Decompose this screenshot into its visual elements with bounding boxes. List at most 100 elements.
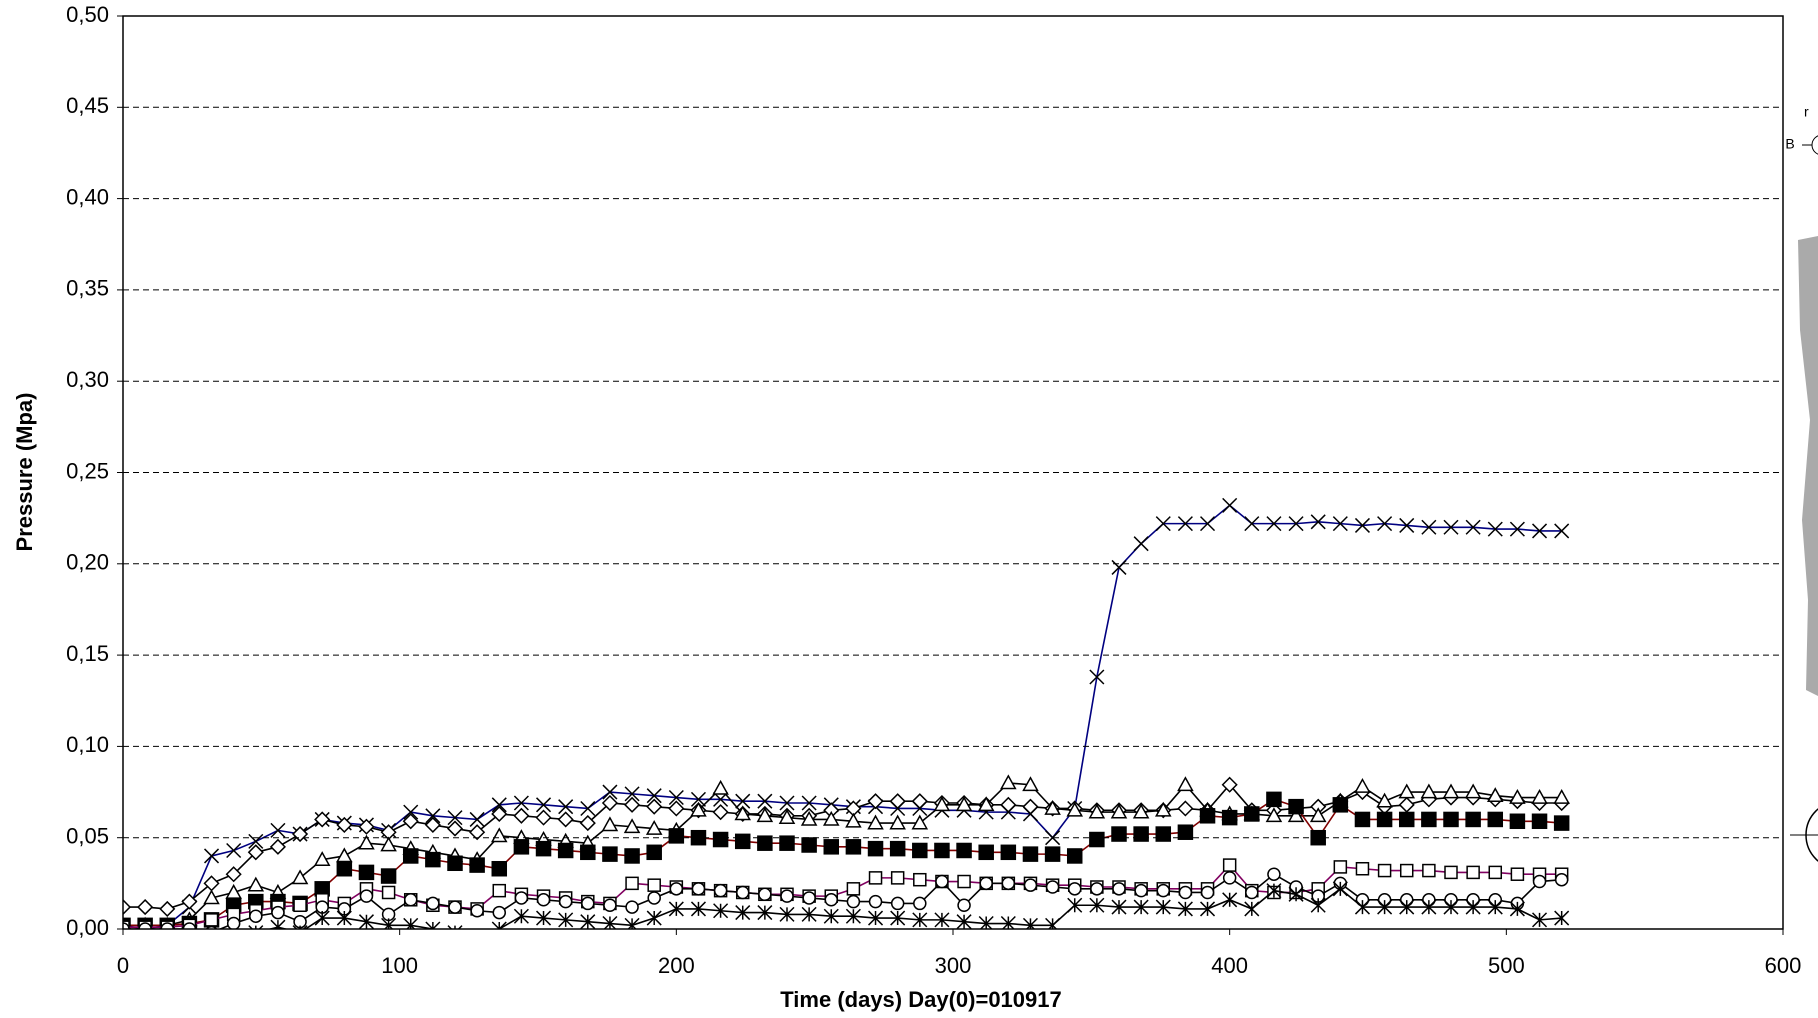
marker [1000, 915, 1016, 929]
marker [646, 844, 662, 861]
marker [558, 912, 574, 928]
marker [1265, 807, 1283, 823]
marker [603, 898, 617, 913]
marker [977, 796, 995, 812]
marker [447, 855, 463, 872]
x-tick-label: 600 [1765, 953, 1802, 978]
marker [1244, 806, 1260, 822]
marker [890, 871, 905, 885]
marker [513, 795, 529, 811]
marker [336, 860, 353, 877]
marker [668, 800, 685, 817]
marker [912, 842, 928, 859]
marker [1465, 519, 1481, 535]
marker [1178, 885, 1193, 900]
marker [624, 796, 641, 813]
marker [1554, 872, 1569, 887]
marker [1266, 883, 1282, 899]
marker [1089, 897, 1105, 913]
marker [491, 805, 508, 823]
marker [713, 883, 728, 898]
marker [1134, 883, 1148, 898]
marker [205, 937, 219, 951]
marker [558, 894, 573, 909]
marker [225, 883, 242, 899]
marker [492, 905, 507, 920]
marker [536, 893, 551, 907]
marker [513, 839, 530, 855]
marker [1066, 801, 1084, 817]
marker [978, 915, 994, 929]
marker [1444, 865, 1458, 880]
marker [1245, 885, 1259, 900]
marker [1267, 867, 1281, 881]
marker [1177, 824, 1194, 840]
marker [647, 878, 661, 892]
marker [1332, 881, 1348, 897]
marker [911, 793, 928, 810]
marker [1376, 792, 1393, 808]
marker [1421, 899, 1437, 915]
marker [868, 871, 883, 885]
annotation: r [1804, 104, 1809, 120]
marker [934, 842, 950, 859]
marker [779, 835, 795, 851]
marker [1132, 803, 1150, 819]
y-tick-label: 0,15 [66, 641, 109, 666]
marker [845, 839, 862, 855]
marker [204, 848, 220, 864]
marker [581, 896, 595, 911]
marker [1023, 878, 1038, 892]
marker [1244, 901, 1260, 917]
marker [1155, 826, 1172, 842]
marker [1487, 811, 1504, 828]
marker [1000, 774, 1017, 790]
side-small-circle [1811, 135, 1818, 155]
marker [359, 889, 374, 903]
marker [1531, 788, 1548, 804]
marker [734, 805, 752, 821]
marker [956, 842, 972, 859]
marker [602, 846, 618, 862]
marker [1553, 815, 1570, 831]
marker [123, 899, 132, 916]
marker [1377, 863, 1392, 878]
marker [801, 906, 817, 922]
marker [1510, 867, 1525, 881]
marker [1045, 830, 1061, 846]
marker [624, 848, 640, 864]
marker [1421, 519, 1437, 535]
marker [1090, 882, 1104, 896]
marker [625, 900, 639, 914]
marker [491, 921, 507, 929]
y-tick-label: 0,30 [66, 367, 109, 392]
marker [513, 908, 529, 924]
marker [868, 894, 883, 909]
y-tick-label: 0,50 [66, 2, 109, 27]
marker [1487, 899, 1503, 915]
marker [1155, 516, 1171, 532]
marker [645, 820, 663, 835]
marker [800, 810, 818, 826]
y-tick-label: 0,25 [66, 458, 109, 483]
marker [734, 833, 751, 850]
marker [580, 914, 596, 929]
marker [138, 922, 152, 929]
marker [1288, 516, 1304, 532]
marker [1066, 848, 1083, 864]
marker [490, 827, 508, 843]
marker [823, 839, 840, 855]
y-tick-label: 0,00 [66, 915, 109, 940]
marker [1222, 858, 1237, 872]
marker [845, 812, 862, 828]
marker [1133, 536, 1149, 552]
marker [1398, 783, 1416, 799]
marker [846, 894, 861, 909]
marker [1442, 783, 1460, 799]
marker [957, 874, 971, 889]
y-tick-label: 0,20 [66, 550, 109, 575]
marker [955, 796, 973, 812]
marker [491, 797, 507, 813]
marker [1088, 803, 1106, 819]
marker [1554, 523, 1570, 539]
